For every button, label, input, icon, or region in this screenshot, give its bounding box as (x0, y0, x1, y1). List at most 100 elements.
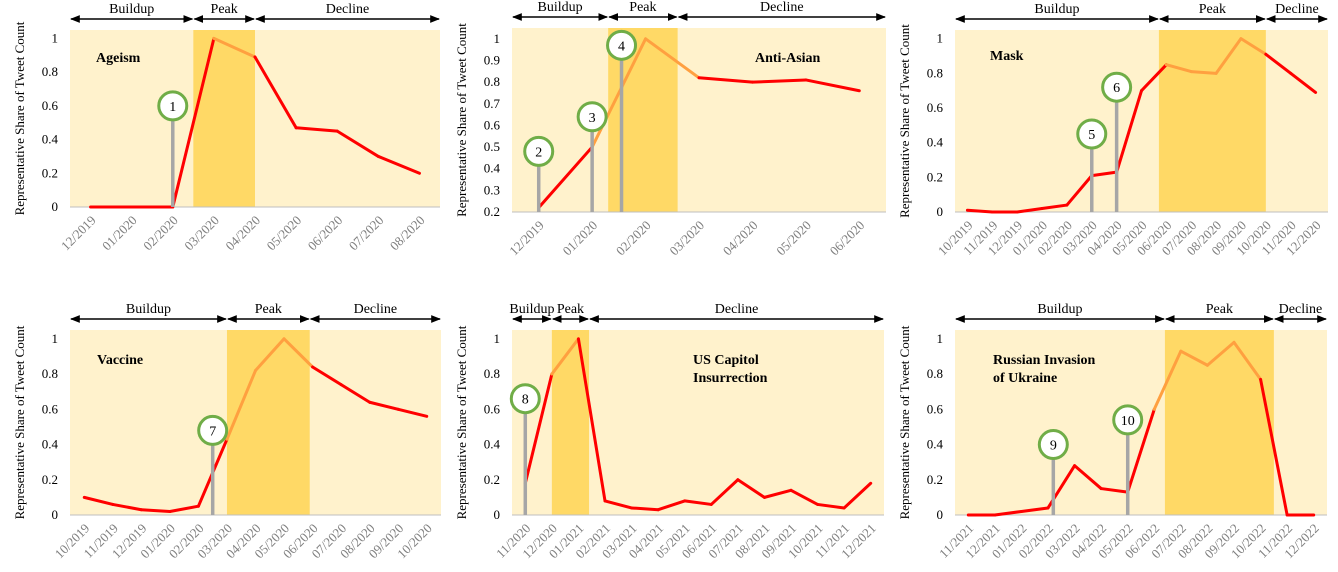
y-tick-label: 0.8 (484, 74, 500, 89)
y-tick-label: 0.6 (42, 401, 59, 416)
x-tick-label: 03/2020 (181, 213, 222, 254)
event-marker-label: 3 (589, 111, 596, 126)
y-axis-label: Representative Share of Tweet Count (454, 23, 469, 217)
event-marker-label: 7 (209, 424, 216, 439)
chart-title: Anti-Asian (755, 51, 821, 66)
y-tick-label: 0 (937, 507, 944, 522)
y-tick-label: 0.5 (484, 139, 500, 154)
phase-label: Peak (1206, 302, 1233, 317)
y-tick-label: 0.9 (484, 52, 500, 67)
y-tick-label: 0.8 (42, 64, 58, 79)
event-marker-label: 8 (522, 393, 529, 408)
y-tick-label: 0.8 (927, 366, 943, 381)
y-tick-label: 1 (52, 331, 59, 346)
x-tick-label: 06/2020 (305, 213, 346, 254)
chart-title: of Ukraine (993, 371, 1057, 386)
x-tick-label: 05/2020 (773, 218, 814, 259)
y-tick-label: 0.7 (484, 96, 501, 111)
x-tick-label: 03/2020 (666, 218, 707, 259)
phase-label: Decline (1275, 2, 1319, 17)
phase-label: Buildup (509, 302, 554, 317)
y-tick-label: 0.2 (927, 169, 943, 184)
phase-label: Buildup (126, 302, 171, 317)
y-axis-label: Representative Share of Tweet Count (454, 325, 469, 519)
x-tick-label: 04/2020 (720, 218, 761, 259)
y-tick-label: 0.2 (42, 472, 58, 487)
y-tick-label: 0.2 (484, 472, 500, 487)
y-tick-label: 0.2 (927, 472, 943, 487)
y-tick-label: 0.4 (484, 437, 501, 452)
phase-label: Decline (326, 2, 370, 17)
y-tick-label: 0.6 (484, 117, 501, 132)
y-tick-label: 0 (937, 204, 944, 219)
phase-label: Peak (629, 0, 656, 15)
y-tick-label: 0.6 (484, 401, 501, 416)
x-tick-label: 01/2020 (560, 218, 601, 259)
event-marker-label: 5 (1088, 128, 1095, 143)
y-tick-label: 0 (494, 507, 501, 522)
chart-title: Ageism (96, 51, 141, 66)
y-tick-label: 0.4 (484, 161, 501, 176)
chart-panel-5: 0 0.2 0.4 0.6 0.8 1 Representative Share of Tw… (454, 302, 884, 561)
peak-band (552, 330, 589, 515)
peak-band (1165, 330, 1274, 515)
y-tick-label: 1 (494, 31, 501, 46)
chart-panel-4: 0 0.2 0.4 0.6 0.8 1 Representative Share of Tw… (12, 302, 441, 561)
y-tick-label: 0.2 (484, 204, 500, 219)
phase-label: Decline (715, 302, 759, 317)
phase-label: Buildup (1037, 302, 1082, 317)
y-tick-label: 0 (52, 507, 59, 522)
y-tick-label: 0.6 (927, 100, 944, 115)
phase-label: Buildup (109, 2, 154, 17)
phase-label: Buildup (538, 0, 583, 15)
chart-title: Russian Invasion (993, 353, 1096, 368)
x-tick-label: 08/2020 (387, 213, 428, 254)
event-marker-label: 6 (1113, 81, 1120, 96)
event-marker-label: 9 (1050, 439, 1057, 454)
y-tick-label: 0.8 (927, 65, 943, 80)
y-axis-label: Representative Share of Tweet Count (897, 325, 912, 519)
y-tick-label: 1 (52, 30, 59, 45)
x-tick-label: 12/2019 (506, 218, 547, 259)
y-tick-label: 0.4 (927, 135, 944, 150)
x-tick-label: 06/2020 (827, 218, 868, 259)
chart-panel-6: 0 0.2 0.4 0.6 0.8 1 Representative Share of Tw… (897, 302, 1327, 561)
y-tick-label: 0.4 (927, 437, 944, 452)
y-axis-label: Representative Share of Tweet Count (12, 21, 27, 215)
chart-panel-3: 0 0.2 0.4 0.6 0.8 1 Representative Share of Tw… (897, 2, 1328, 258)
phase-label: Decline (354, 302, 398, 317)
phase-label: Peak (1199, 2, 1226, 17)
x-tick-label: 02/2020 (613, 218, 654, 259)
y-tick-label: 1 (494, 331, 501, 346)
event-marker-label: 10 (1121, 414, 1135, 429)
series-line-segment (967, 210, 992, 212)
y-tick-label: 1 (937, 331, 944, 346)
y-axis-label: Representative Share of Tweet Count (897, 24, 912, 218)
y-tick-label: 0.3 (484, 182, 500, 197)
x-tick-label: 02/2020 (140, 213, 181, 254)
y-tick-label: 0.8 (484, 366, 500, 381)
chart-title: Mask (990, 49, 1024, 64)
y-tick-label: 0.6 (927, 401, 944, 416)
x-tick-label: 04/2020 (222, 213, 263, 254)
x-tick-label: 05/2020 (263, 213, 304, 254)
series-line-segment (141, 510, 170, 512)
phase-label: Peak (557, 302, 584, 317)
y-tick-label: 0.4 (42, 437, 59, 452)
chart-title: Insurrection (693, 371, 768, 386)
phase-label: Buildup (1034, 2, 1079, 17)
phase-label: Peak (211, 2, 238, 17)
y-tick-label: 0 (52, 199, 59, 214)
y-tick-label: 0.8 (42, 366, 58, 381)
phase-label: Peak (255, 302, 282, 317)
y-tick-label: 1 (937, 31, 944, 46)
chart-title: Vaccine (97, 353, 143, 368)
plot-background (512, 28, 886, 212)
y-axis-label: Representative Share of Tweet Count (12, 325, 27, 519)
event-marker-label: 4 (618, 39, 625, 54)
peak-band (1159, 30, 1266, 212)
x-tick-label: 01/2020 (99, 213, 140, 254)
series-line-segment (1191, 72, 1216, 74)
